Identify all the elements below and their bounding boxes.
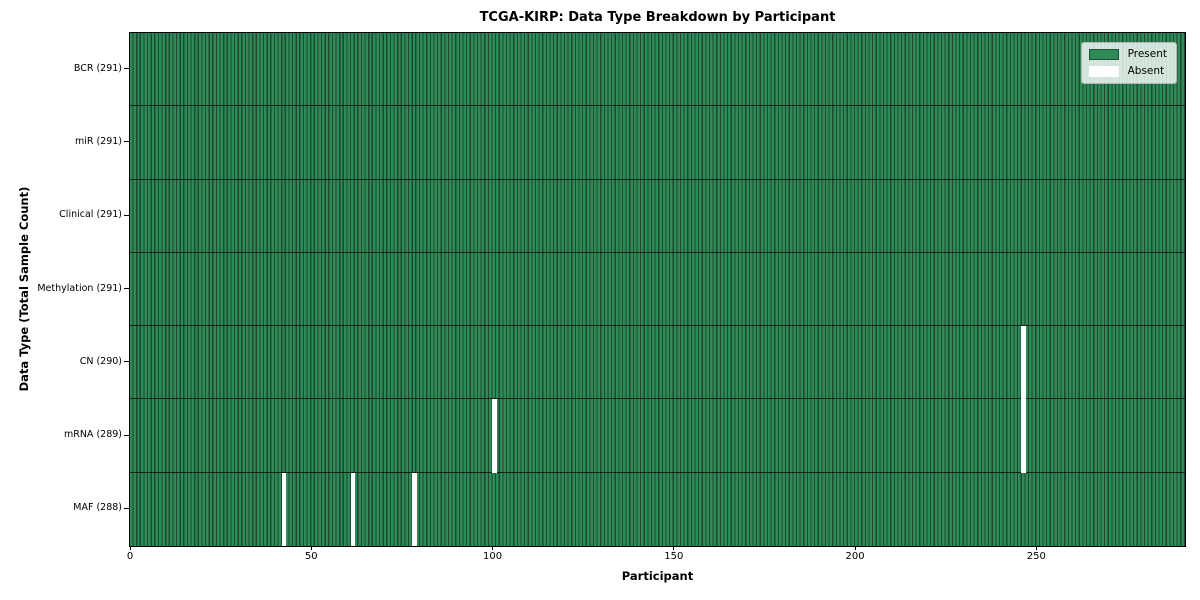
- data-type-row-miR: [130, 106, 1185, 180]
- y-tick-mark: [124, 288, 129, 289]
- x-tick-label: 150: [664, 551, 684, 562]
- x-tick-mark: [310, 546, 312, 550]
- y-tick-label: MAF (288): [73, 502, 122, 514]
- y-tick-mark: [124, 141, 129, 143]
- y-tick-mark: [124, 434, 129, 436]
- x-tick-mark: [1035, 546, 1037, 550]
- legend-item-absent: Absent: [1088, 65, 1167, 77]
- data-type-row-mRNA: [130, 399, 1185, 473]
- data-type-row-MAF: [130, 473, 1185, 546]
- y-tick-mark: [124, 68, 129, 70]
- absent-cell: [350, 472, 356, 546]
- present-swatch-icon: [1088, 48, 1119, 60]
- y-tick-label: Clinical (291): [59, 209, 122, 221]
- x-tick-label: 250: [1026, 551, 1046, 562]
- y-tick-mark: [124, 214, 129, 216]
- legend-label-absent: Absent: [1127, 65, 1165, 77]
- legend: Present Absent: [1080, 42, 1177, 84]
- legend-item-present: Present: [1088, 48, 1167, 60]
- absent-swatch-icon: [1088, 65, 1119, 77]
- x-tick-mark: [854, 546, 856, 550]
- y-tick-label: CN (290): [79, 355, 122, 367]
- data-type-row-CN: [130, 326, 1185, 400]
- y-tick-label: mRNA (289): [63, 429, 122, 441]
- data-type-row-Clinical: [130, 180, 1185, 253]
- x-tick-mark: [673, 546, 675, 550]
- legend-label-present: Present: [1127, 48, 1167, 60]
- data-type-row-Methylation: [130, 253, 1185, 327]
- absent-cell: [492, 399, 497, 473]
- x-tick-label: 0: [126, 551, 134, 562]
- absent-cell: [1021, 326, 1026, 400]
- x-tick-mark: [492, 546, 494, 550]
- chart-title: TCGA-KIRP: Data Type Breakdown by Partic…: [479, 10, 836, 25]
- x-tick-mark: [129, 546, 131, 550]
- y-tick-mark: [124, 507, 129, 509]
- y-tick-label: BCR (291): [73, 62, 122, 74]
- y-tick-mark: [124, 361, 129, 363]
- plot-area: Present Absent: [129, 32, 1186, 547]
- x-tick-label: 100: [482, 551, 503, 562]
- y-tick-label: Methylation (291): [37, 282, 122, 294]
- x-tick-label: 200: [845, 551, 865, 562]
- absent-cell: [412, 472, 417, 546]
- x-axis-label: Participant: [621, 569, 694, 583]
- absent-cell: [1021, 399, 1026, 473]
- y-tick-label: miR (291): [74, 135, 122, 147]
- data-type-row-BCR: [130, 33, 1185, 107]
- x-tick-label: 50: [304, 551, 318, 562]
- absent-cell: [281, 472, 287, 546]
